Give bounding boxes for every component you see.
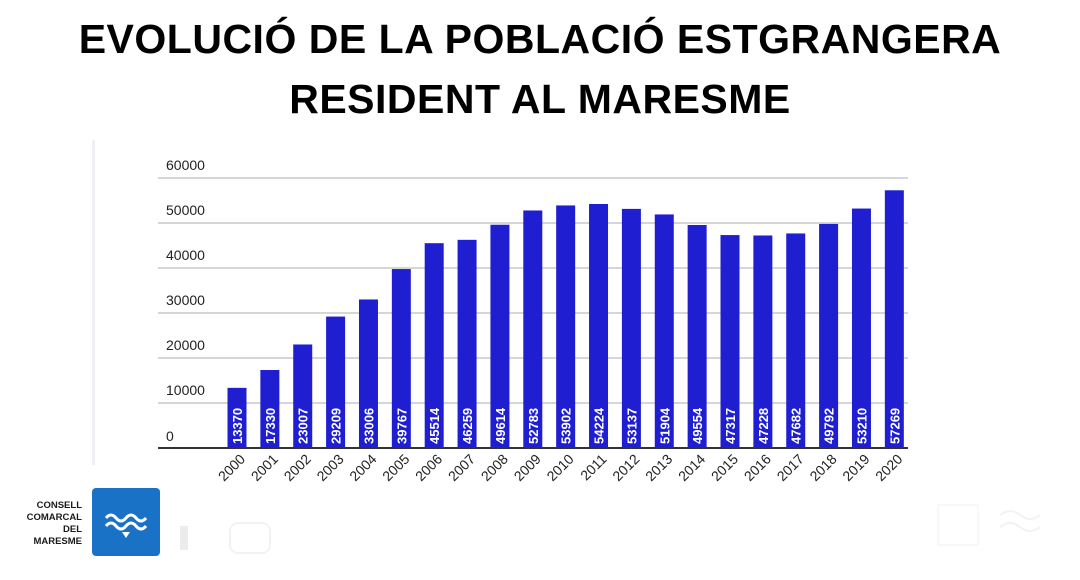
bar-value-label: 47228 bbox=[756, 408, 771, 444]
x-tick-label: 2017 bbox=[774, 451, 807, 484]
bar bbox=[424, 243, 444, 448]
x-tick-label: 2013 bbox=[642, 451, 675, 484]
bar-value-label: 29209 bbox=[329, 408, 344, 444]
bar-value-label: 45514 bbox=[427, 407, 442, 444]
bar-value-label: 39767 bbox=[394, 408, 409, 444]
x-tick-label: 2010 bbox=[543, 451, 576, 484]
bar bbox=[293, 344, 313, 448]
bar bbox=[523, 210, 543, 448]
x-tick-label: 2001 bbox=[248, 451, 281, 484]
logo-line-3: DEL bbox=[63, 524, 82, 535]
bar-value-label: 13370 bbox=[230, 408, 245, 444]
bar-value-label: 17330 bbox=[263, 408, 278, 444]
x-tick-label: 2009 bbox=[511, 451, 544, 484]
y-tick-label: 40000 bbox=[166, 247, 205, 263]
bar bbox=[589, 203, 609, 448]
y-tick-label: 0 bbox=[166, 428, 174, 444]
faint-watermark-right bbox=[937, 504, 1041, 546]
bar bbox=[227, 387, 247, 448]
y-tick-label: 50000 bbox=[166, 202, 205, 218]
x-tick-label: 2003 bbox=[313, 451, 346, 484]
bar bbox=[720, 235, 740, 448]
y-tick-label: 10000 bbox=[166, 382, 205, 398]
bar-value-label: 57269 bbox=[887, 408, 902, 444]
bar-value-label: 33006 bbox=[361, 408, 376, 444]
chart-panel-edge bbox=[92, 140, 95, 465]
chart-title-line-1: EVOLUCIÓ DE LA POBLACIÓ ESTGRANGERA bbox=[78, 16, 1002, 62]
bar bbox=[260, 370, 280, 448]
chart-title-line-2: RESIDENT AL MARESME bbox=[289, 76, 791, 122]
x-tick-label: 2008 bbox=[478, 451, 511, 484]
x-tick-label: 2020 bbox=[872, 451, 905, 484]
x-tick-label: 2012 bbox=[609, 451, 642, 484]
bar bbox=[556, 205, 576, 448]
bar bbox=[687, 225, 707, 448]
x-tick-label: 2016 bbox=[741, 451, 774, 484]
bar-value-label: 54224 bbox=[592, 407, 607, 444]
bar-value-label: 49614 bbox=[493, 407, 508, 444]
x-tick-label: 2015 bbox=[708, 451, 741, 484]
bar bbox=[753, 235, 773, 448]
chart-bars bbox=[227, 190, 904, 449]
x-tick-label: 2019 bbox=[839, 451, 872, 484]
bar-value-label: 23007 bbox=[296, 408, 311, 444]
bar-value-label: 47317 bbox=[723, 408, 738, 444]
bar-value-label: 49792 bbox=[822, 408, 837, 444]
y-tick-label: 60000 bbox=[166, 157, 205, 173]
bar-value-label: 49554 bbox=[690, 407, 705, 444]
bar-value-label: 53137 bbox=[624, 408, 639, 444]
bar bbox=[786, 233, 806, 448]
x-tick-label: 2011 bbox=[577, 451, 610, 484]
logo-text: CONSELL COMARCAL DEL MARESME bbox=[22, 500, 82, 548]
bar bbox=[851, 208, 871, 448]
y-tick-label: 20000 bbox=[166, 337, 205, 353]
logo-line-2: COMARCAL bbox=[26, 512, 82, 523]
bar-value-labels: 13370 17330 23007 29209 33006 39767 45514 46259… bbox=[230, 407, 902, 444]
y-axis-tick-labels: 0 10000 20000 30000 40000 50000 60000 bbox=[166, 157, 205, 444]
logo-line-1: CONSELL bbox=[36, 500, 82, 511]
faint-watermark-left bbox=[180, 522, 271, 554]
x-tick-label: 2005 bbox=[379, 451, 412, 484]
logo-line-4: MARESME bbox=[33, 536, 82, 547]
x-tick-label: 2006 bbox=[412, 451, 445, 484]
bar-value-label: 47682 bbox=[789, 408, 804, 444]
waves-emblem-icon bbox=[92, 488, 160, 556]
x-tick-label: 2002 bbox=[281, 451, 314, 484]
bar-value-label: 51904 bbox=[657, 407, 672, 444]
bar bbox=[621, 208, 641, 448]
bar-value-label: 53902 bbox=[559, 408, 574, 444]
y-tick-label: 30000 bbox=[166, 292, 205, 308]
bar bbox=[490, 224, 510, 448]
bar-value-label: 46259 bbox=[460, 408, 475, 444]
bar bbox=[326, 316, 346, 448]
x-tick-label: 2007 bbox=[445, 451, 478, 484]
bar-value-label: 52783 bbox=[526, 408, 541, 444]
bar bbox=[884, 190, 904, 449]
bar bbox=[457, 239, 477, 448]
x-tick-label: 2004 bbox=[346, 451, 379, 484]
x-tick-label: 2018 bbox=[806, 451, 839, 484]
x-tick-label: 2014 bbox=[675, 451, 708, 484]
bar-chart: 0 10000 20000 30000 40000 50000 60000 13370 173… bbox=[158, 157, 908, 484]
bar bbox=[819, 223, 839, 448]
bar bbox=[391, 269, 411, 448]
consell-comarcal-logo: CONSELL COMARCAL DEL MARESME bbox=[22, 488, 162, 558]
bar bbox=[358, 299, 378, 448]
x-axis-tick-labels: 2000 2001 2002 2003 2004 2005 2006 2007 2008 2009… bbox=[215, 451, 906, 484]
bar-value-label: 53210 bbox=[854, 408, 869, 444]
x-tick-label: 2000 bbox=[215, 451, 248, 484]
bar bbox=[654, 214, 674, 448]
